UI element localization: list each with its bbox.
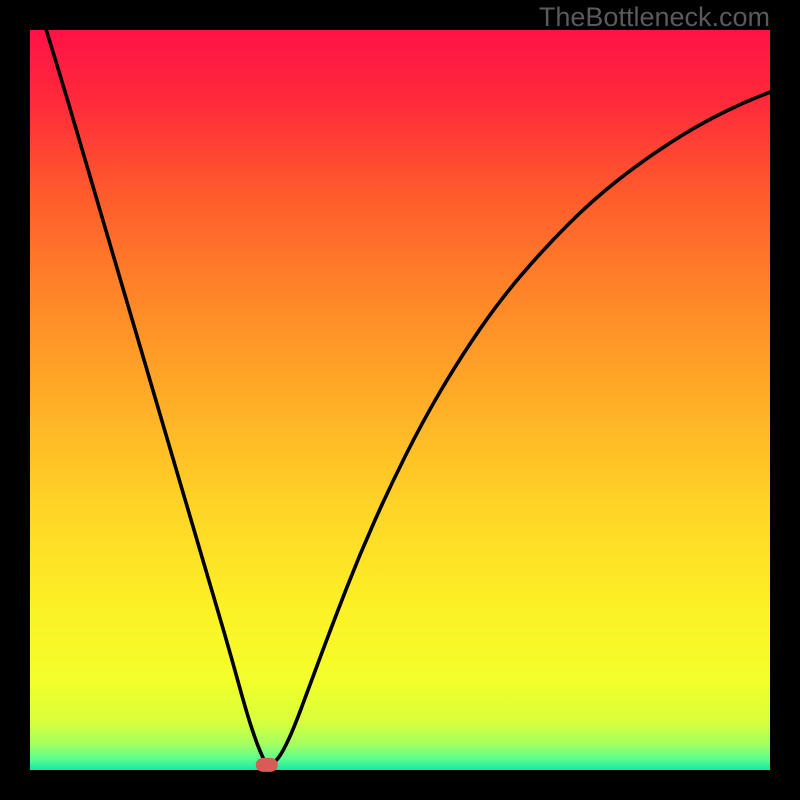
curve-layer [0,0,800,800]
bottleneck-curve [46,30,770,764]
chart-container: TheBottleneck.com [0,0,800,800]
watermark-text: TheBottleneck.com [539,2,770,33]
optimal-point-marker [256,758,278,772]
